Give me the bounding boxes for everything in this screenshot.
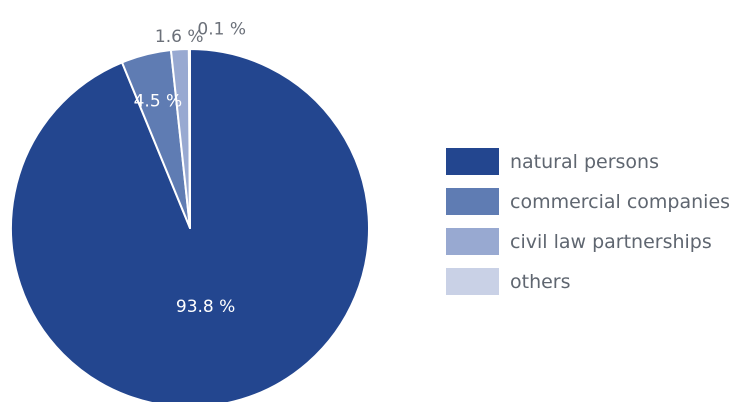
legend-swatch-natural-persons	[446, 148, 499, 175]
slice-label-natural-persons: 93.8 %	[176, 297, 235, 317]
pie-slice-labels: 93.8 % 4.5 % 1.6 %0.1 %	[134, 19, 246, 317]
slice-label-commercial-companies: 4.5 %	[134, 91, 183, 111]
slice-label-others: 0.1 %	[197, 19, 246, 39]
legend-item-others: others	[446, 268, 571, 295]
legend-swatch-commercial-companies	[446, 188, 499, 215]
legend-item-civil-law-partnerships: civil law partnerships	[446, 228, 712, 255]
legend-label-commercial-companies: commercial companies	[510, 191, 730, 213]
legend: natural persons commercial companies civil…	[446, 148, 730, 295]
legend-swatch-others	[446, 268, 499, 295]
slice-label-civil-law-partnerships: 1.6 %	[155, 27, 204, 47]
pie-slice-natural-persons	[10, 48, 370, 402]
legend-swatch-civil-law-partnerships	[446, 228, 499, 255]
legend-label-civil-law-partnerships: civil law partnerships	[510, 231, 712, 253]
legend-item-commercial-companies: commercial companies	[446, 188, 730, 215]
pie-slice-others	[187, 47, 191, 229]
legend-label-natural-persons: natural persons	[510, 151, 659, 173]
legend-item-natural-persons: natural persons	[446, 148, 659, 175]
pie-slices	[10, 47, 370, 402]
legend-label-others: others	[510, 271, 571, 293]
